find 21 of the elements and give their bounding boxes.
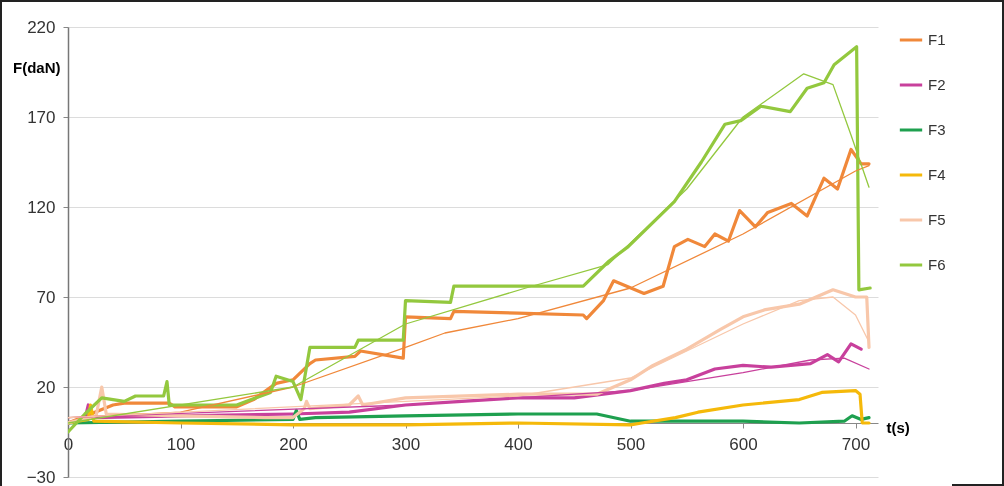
x-tick-label: 200 [279,434,308,454]
x-axis-title: t(s) [886,418,910,436]
y-axis-title: F(daN) [13,59,61,76]
x-tick-label: 500 [616,434,646,454]
y-tick-label: 20 [36,377,56,397]
y-tick-label: 70 [36,287,56,307]
legend-label: F2 [928,76,946,93]
legend-label: F5 [928,211,946,228]
x-tick-label: 700 [841,434,871,454]
legend-label: F1 [928,31,946,48]
legend-label: F6 [928,256,946,273]
legend-label: F3 [928,121,946,138]
y-tick-label: 120 [27,197,56,217]
y-tick-label: 220 [27,17,56,37]
legend-label: F4 [928,166,946,183]
x-tick-label: 400 [504,434,533,454]
x-tick-label: 300 [391,434,421,454]
x-tick-label: 100 [166,434,196,454]
x-tick-label: 600 [729,434,758,454]
y-tick-label: 170 [27,107,56,127]
y-tick-label: −30 [26,467,56,486]
